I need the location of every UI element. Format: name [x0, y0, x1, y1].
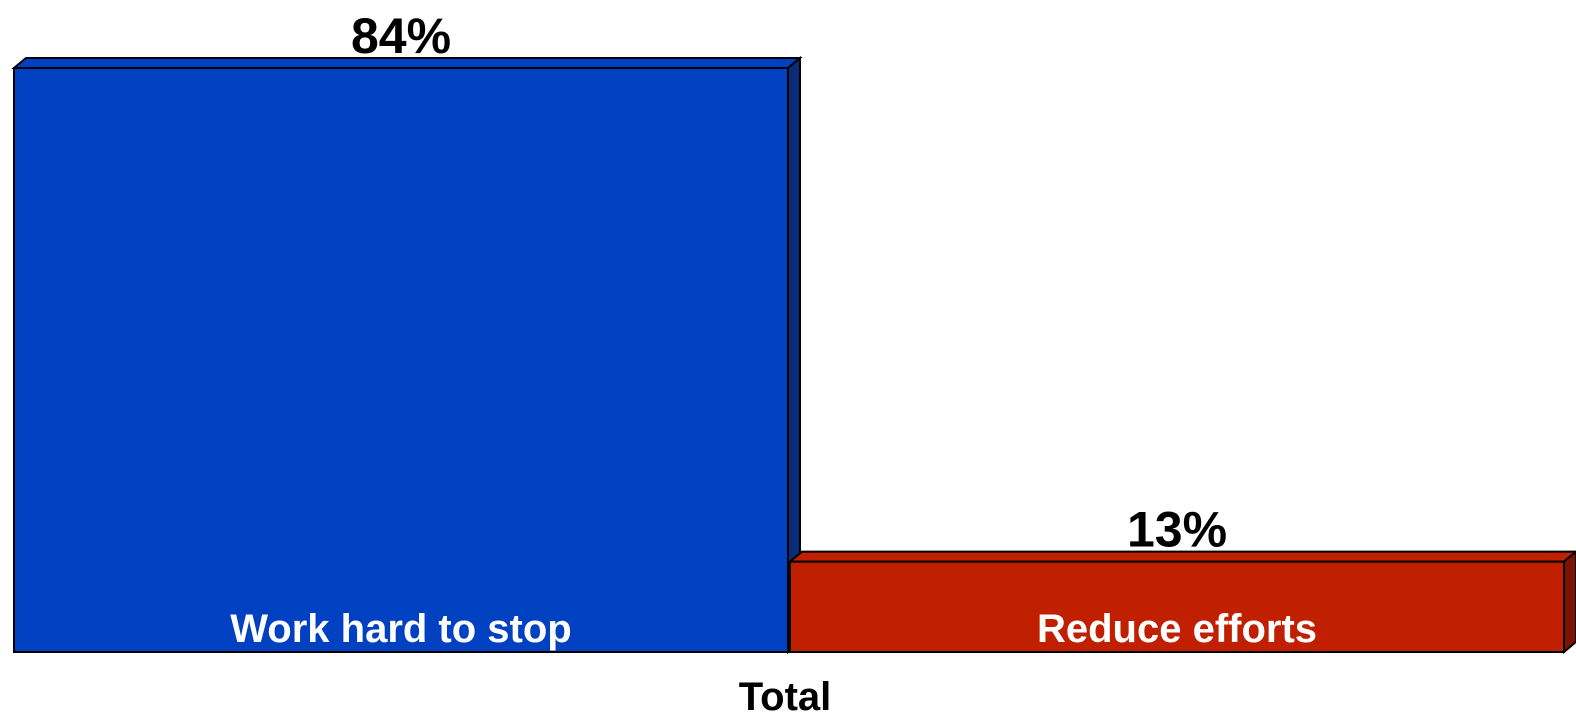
x-axis-label: Total: [739, 675, 832, 718]
labels-layer: 84% Work hard to stop 13% Reduce efforts: [230, 8, 1317, 651]
bar-side-reduce-efforts: [1563, 550, 1576, 655]
value-label-work-hard-to-stop: 84%: [351, 8, 451, 64]
bar-reduce-efforts: [789, 560, 1565, 653]
bar-work-hard-to-stop: [13, 67, 789, 653]
series-label-reduce-efforts: Reduce efforts: [1037, 607, 1317, 651]
value-label-reduce-efforts: 13%: [1127, 502, 1227, 558]
bars-layer: [11, 55, 1576, 655]
series-label-work-hard-to-stop: Work hard to stop: [230, 607, 571, 651]
